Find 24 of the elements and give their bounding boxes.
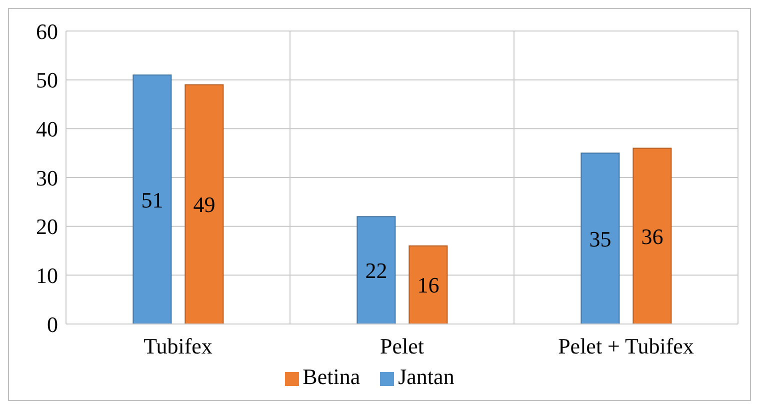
data-label: 35 [589, 226, 612, 252]
bar [408, 245, 448, 324]
legend-label: Betina [302, 364, 360, 389]
x-tick-label: Tubifex [144, 334, 212, 359]
y-tick-label: 0 [47, 312, 58, 337]
y-tick-label: 60 [36, 18, 58, 44]
data-label: 49 [193, 192, 216, 218]
data-label: 22 [365, 258, 388, 284]
x-tick-label: Pelet [380, 334, 424, 359]
data-label: 36 [641, 224, 664, 249]
bar [580, 152, 620, 324]
bar [632, 148, 672, 324]
y-tick-label: 40 [36, 116, 58, 142]
y-tick-label: 50 [36, 68, 58, 93]
y-tick-label: 30 [36, 165, 58, 190]
y-tick-label: 10 [36, 262, 58, 288]
legend-label: Jantan [398, 364, 454, 389]
data-label: 51 [141, 187, 164, 212]
data-label: 16 [417, 272, 440, 298]
bar [356, 216, 396, 324]
y-tick-label: 20 [36, 214, 58, 240]
bar [132, 74, 172, 324]
bar [184, 84, 224, 324]
x-tick-label: Pelet + Tubifex [558, 334, 694, 359]
